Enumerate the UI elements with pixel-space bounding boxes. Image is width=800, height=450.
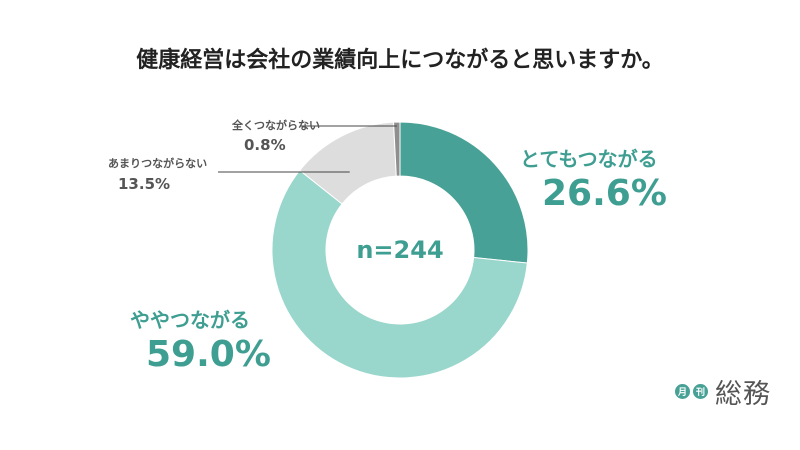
slice-label-somewhat: ややつながる 59.0% <box>130 304 271 377</box>
slice-category-label: あまりつながらない <box>108 157 208 170</box>
slice-value-label: 13.5% <box>118 175 171 193</box>
gekkan-somu-logo: 月 刊 総務 <box>675 373 771 410</box>
logo-badge: 月 <box>675 383 690 399</box>
slice-label-very: とてもつながる 26.6% <box>520 143 667 216</box>
donut-slices <box>271 121 529 379</box>
donut-slice <box>399 121 529 264</box>
slice-category-label: 全くつながらない <box>232 119 320 132</box>
slice-category-label: とてもつながる <box>520 147 658 171</box>
slice-label-not-at-all: 全くつながらない 0.8% <box>232 117 320 154</box>
logo-text: 総務 <box>715 378 771 410</box>
slice-value-label: 59.0% <box>146 334 271 375</box>
leader-lines <box>218 125 397 173</box>
slice-category-label: ややつながる <box>130 308 250 332</box>
donut-slice <box>393 121 401 177</box>
slice-label-not-much: あまりつながらない 13.5% <box>108 155 207 193</box>
slice-value-label: 26.6% <box>542 173 667 214</box>
logo-badge: 刊 <box>693 383 708 399</box>
chart-title: 健康経営は会社の業績向上につながると思いますか。 <box>136 48 664 73</box>
donut-slice <box>271 169 528 379</box>
sample-size-label: n=244 <box>356 236 444 264</box>
slice-value-label: 0.8% <box>244 136 286 154</box>
